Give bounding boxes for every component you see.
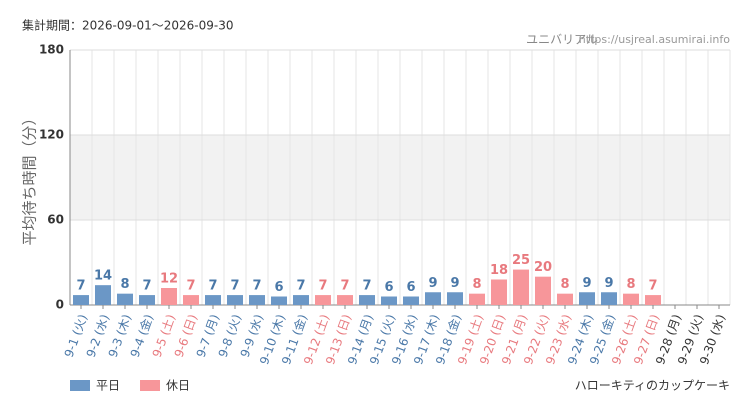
bar xyxy=(381,296,397,305)
bar xyxy=(117,293,133,305)
legend-label: 平日 xyxy=(96,379,120,393)
bar xyxy=(139,295,155,305)
y-tick-label: 60 xyxy=(47,213,64,227)
value-label: 9 xyxy=(450,276,459,291)
legend-swatch xyxy=(70,380,90,391)
value-label: 6 xyxy=(274,280,283,295)
value-label: 7 xyxy=(230,279,239,294)
bar xyxy=(205,295,221,305)
source-name: ユニバリアル xyxy=(526,33,598,47)
value-label: 6 xyxy=(384,280,393,295)
bar xyxy=(601,292,617,305)
legend-label: 休日 xyxy=(166,379,190,393)
bar xyxy=(161,288,177,305)
bar xyxy=(557,293,573,305)
value-label: 9 xyxy=(428,276,437,291)
bar xyxy=(513,269,529,305)
bar xyxy=(249,295,265,305)
bar xyxy=(271,296,287,305)
y-tick-label: 120 xyxy=(39,128,64,142)
source-url: https://usjreal.asumirai.info xyxy=(579,33,730,46)
value-label: 9 xyxy=(582,276,591,291)
footnote: ハローキティのカップケーキ xyxy=(575,379,730,393)
bar xyxy=(315,295,331,305)
value-label: 25 xyxy=(512,253,530,268)
value-label: 18 xyxy=(490,263,508,278)
value-label: 14 xyxy=(94,269,112,284)
bar xyxy=(95,285,111,305)
y-tick-label: 0 xyxy=(56,298,64,312)
bar xyxy=(293,295,309,305)
value-label: 7 xyxy=(76,279,85,294)
value-label: 9 xyxy=(604,276,613,291)
bar xyxy=(425,292,441,305)
value-label: 8 xyxy=(560,277,569,292)
bar xyxy=(469,293,485,305)
value-label: 8 xyxy=(626,277,635,292)
value-label: 7 xyxy=(296,279,305,294)
value-label: 7 xyxy=(142,279,151,294)
bar xyxy=(359,295,375,305)
value-label: 8 xyxy=(120,277,129,292)
bar xyxy=(183,295,199,305)
bar xyxy=(645,295,661,305)
bar xyxy=(227,295,243,305)
bar xyxy=(491,279,507,305)
bar xyxy=(579,292,595,305)
bar xyxy=(337,295,353,305)
value-label: 6 xyxy=(406,280,415,295)
value-label: 7 xyxy=(362,279,371,294)
bar xyxy=(73,295,89,305)
value-label: 20 xyxy=(534,260,552,275)
value-label: 7 xyxy=(340,279,349,294)
value-label: 7 xyxy=(208,279,217,294)
bar xyxy=(535,276,551,305)
period: 集計期間：2026-09-01～2026-09-30 xyxy=(22,18,233,33)
bar xyxy=(623,293,639,305)
bar xyxy=(447,292,463,305)
legend-swatch xyxy=(140,380,161,391)
value-label: 7 xyxy=(318,279,327,294)
value-label: 8 xyxy=(472,277,481,292)
y-tick-label: 180 xyxy=(39,43,64,57)
value-label: 7 xyxy=(252,279,261,294)
value-label: 12 xyxy=(160,272,178,287)
bar xyxy=(403,296,419,305)
y-axis-label: 平均待ち時間（分） xyxy=(21,110,39,245)
value-label: 7 xyxy=(648,279,657,294)
value-label: 7 xyxy=(186,279,195,294)
